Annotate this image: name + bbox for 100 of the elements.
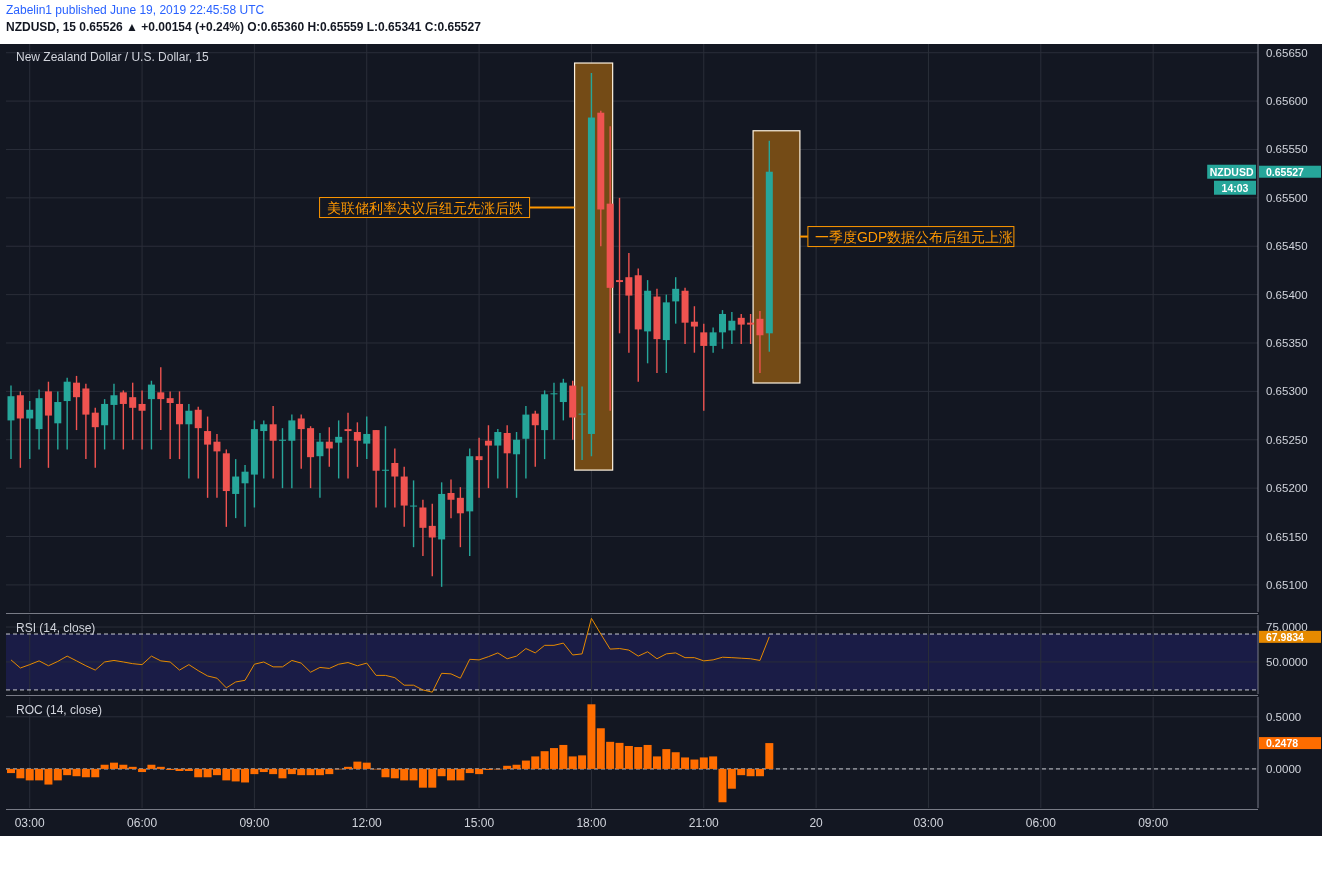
x-tick-label: 21:00 xyxy=(688,816,720,830)
candlestick xyxy=(410,479,418,548)
y-tick-label: 0.65250 xyxy=(1266,433,1308,446)
y-tick-label: 0.65600 xyxy=(1266,95,1308,108)
candlestick xyxy=(110,382,118,441)
candlestick xyxy=(157,366,165,431)
bar xyxy=(362,762,371,769)
candlestick xyxy=(616,197,624,335)
bar xyxy=(503,765,512,769)
bar xyxy=(147,764,156,769)
candlestick xyxy=(138,389,146,451)
candlestick xyxy=(503,424,511,489)
candlestick xyxy=(204,415,212,499)
candlestick xyxy=(176,390,184,460)
candlestick xyxy=(756,310,764,374)
candlestick xyxy=(456,486,464,548)
chart-subtitle: NZDUSD, 15 0.65526 ▲ +0.00154 (+0.24%) O:0.65360 H:0.65559 L:0.65341 C:0.65527 xyxy=(6,20,482,34)
x-tick-label: 09:00 xyxy=(1138,816,1169,830)
candlestick xyxy=(232,458,240,519)
candlestick xyxy=(690,305,698,354)
x-tick-label: 20 xyxy=(809,816,824,830)
annotation: 14:03 xyxy=(1221,181,1249,194)
x-tick-label: 03:00 xyxy=(14,816,46,830)
text: 0.2478 xyxy=(1266,737,1299,750)
candlestick xyxy=(625,252,633,354)
y-tick-label: 0.65150 xyxy=(1266,530,1308,543)
x-tick-label: 09:00 xyxy=(239,816,270,830)
candlestick xyxy=(288,413,296,489)
y-tick-label: 0.65300 xyxy=(1266,385,1308,398)
candlestick xyxy=(147,380,155,451)
candlestick xyxy=(16,390,24,469)
x-tick-label: 03:00 xyxy=(913,816,944,830)
candlestick xyxy=(129,381,137,441)
candlestick xyxy=(166,390,174,460)
candlestick xyxy=(73,375,81,431)
y-tick-label: 0.5000 xyxy=(1266,710,1302,723)
y-tick-label: 0.65400 xyxy=(1266,288,1308,301)
candlestick xyxy=(531,410,539,468)
candlestick xyxy=(747,313,755,345)
candlestick xyxy=(185,403,193,480)
bar xyxy=(156,766,165,769)
annotation: NZDUSD xyxy=(1209,165,1254,178)
x-tick-label: 12:00 xyxy=(351,816,383,830)
line-series xyxy=(10,617,770,693)
bar xyxy=(381,768,390,778)
candlestick xyxy=(719,309,726,350)
candlestick xyxy=(353,421,361,468)
annotation: 美联储利率决议后纽元先涨后跌 xyxy=(326,199,523,216)
y-tick-label: 0.65550 xyxy=(1266,143,1308,156)
candlestick xyxy=(700,322,708,412)
candlestick xyxy=(297,413,305,470)
text: ROC (14, close) xyxy=(16,703,103,717)
candlestick xyxy=(391,447,399,509)
annotation: New Zealand Dollar / U.S. Dollar, 15 xyxy=(16,50,210,64)
candlestick xyxy=(428,502,436,577)
candlestick xyxy=(26,400,34,460)
candlestick xyxy=(260,419,268,480)
candlestick xyxy=(513,431,521,499)
candlestick xyxy=(344,411,352,480)
text: 0.65527 xyxy=(1266,165,1305,178)
candlestick xyxy=(494,428,502,480)
candlestick xyxy=(447,478,455,519)
x-tick-label: 06:00 xyxy=(127,816,158,830)
candlestick xyxy=(63,377,71,451)
candlestick xyxy=(269,405,277,480)
x-tick-label: 06:00 xyxy=(1025,816,1057,830)
y-tick-label: 0.65650 xyxy=(1266,46,1308,59)
candlestick xyxy=(672,276,680,325)
candlestick xyxy=(484,424,492,489)
candlestick xyxy=(381,425,389,509)
y-tick-label: 0.65450 xyxy=(1266,240,1308,253)
candlestick xyxy=(119,389,127,451)
bar xyxy=(718,768,727,803)
candlestick xyxy=(335,419,343,480)
candlestick xyxy=(559,378,567,422)
y-tick-label: 50.0000 xyxy=(1266,655,1308,668)
text: RSI (14, close) xyxy=(16,621,96,635)
annotation: 一季度GDP数据公布后纽元上涨 xyxy=(814,228,1014,245)
candlestick xyxy=(241,464,249,528)
candlestick xyxy=(728,311,736,345)
bar xyxy=(128,766,137,769)
y-tick-label: 0.0000 xyxy=(1266,762,1302,775)
x-tick-label: 18:00 xyxy=(576,816,607,830)
candlestick xyxy=(213,433,221,499)
bar xyxy=(138,768,147,773)
y-tick-label: 0.65100 xyxy=(1266,578,1308,591)
y-tick-label: 0.65500 xyxy=(1266,191,1308,204)
candlestick xyxy=(363,415,371,460)
candlestick xyxy=(91,407,99,469)
candlestick xyxy=(475,437,483,499)
chart-title: Zabelin1 published June 19, 2019 22:45:58 UTC xyxy=(6,3,265,17)
y-tick-label: 0.65350 xyxy=(1266,337,1308,349)
y-tick-label: 0.65200 xyxy=(1266,482,1308,495)
candlestick xyxy=(709,326,717,354)
candlestick xyxy=(101,398,109,451)
x-tick-label: 15:00 xyxy=(464,816,495,830)
candlestick xyxy=(54,390,62,451)
candlestick xyxy=(194,406,202,480)
candlestick xyxy=(550,381,558,441)
candlestick xyxy=(316,432,324,499)
